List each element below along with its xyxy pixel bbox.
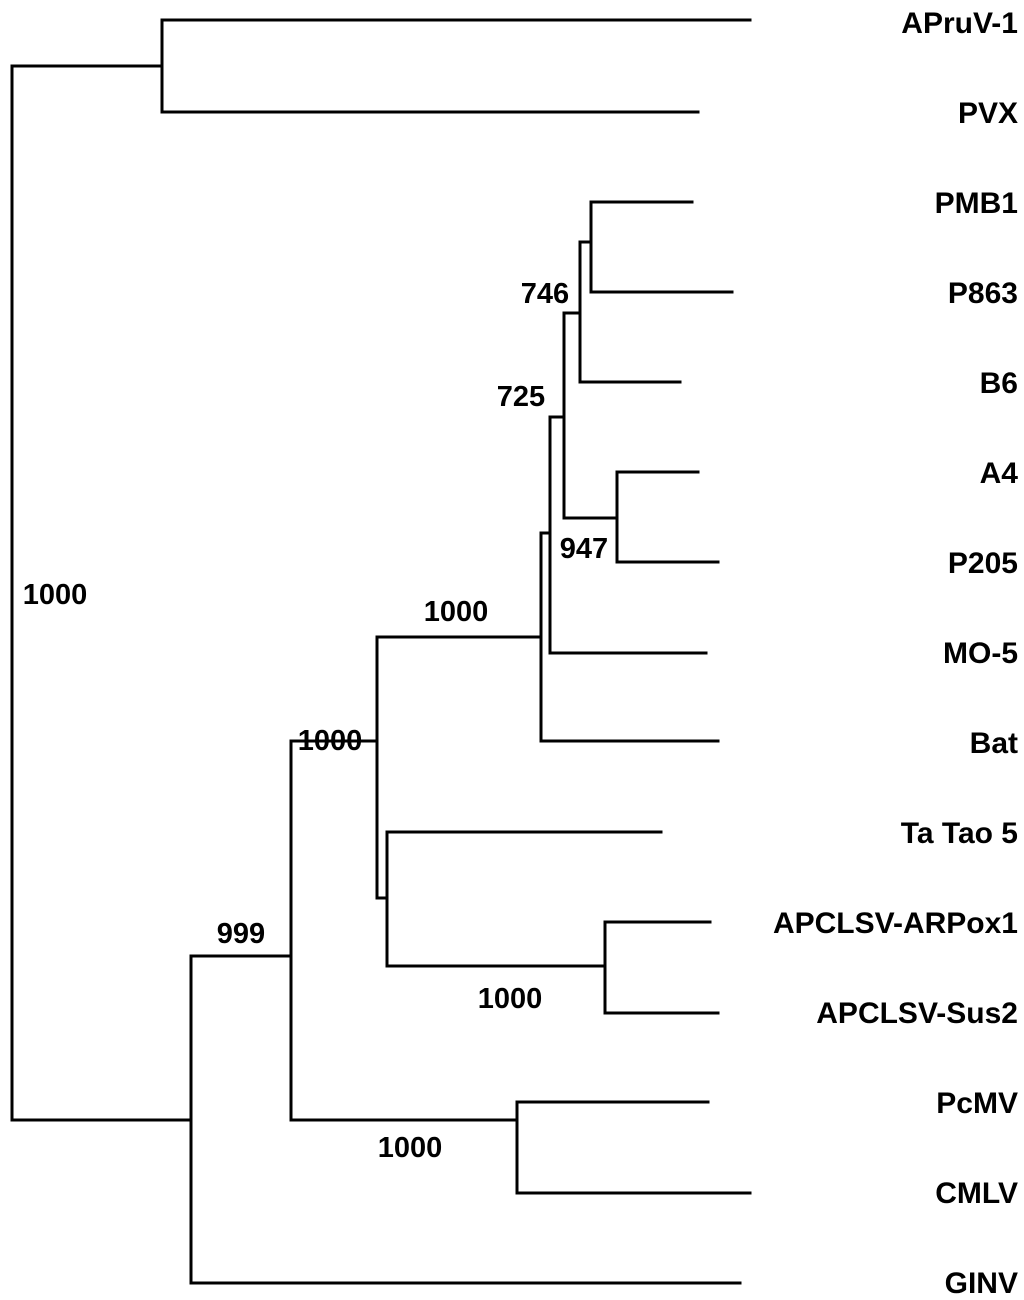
taxon-label-mo-5: MO-5	[943, 637, 1018, 670]
taxon-label-a4: A4	[980, 457, 1019, 490]
tree-branches	[10, 18, 752, 1285]
taxon-label-ta-tao-5: Ta Tao 5	[901, 817, 1018, 850]
taxon-label-ginv: GINV	[945, 1267, 1018, 1300]
taxon-label-bat: Bat	[970, 727, 1018, 760]
bootstrap-label-node-377: 1000	[298, 725, 363, 757]
bootstrap-label-apclsv: 1000	[478, 983, 543, 1015]
taxon-label-apruv-1: APruV-1	[901, 7, 1018, 40]
taxon-label-b6: B6	[980, 367, 1018, 400]
taxon-label-pvx: PVX	[958, 97, 1018, 130]
bootstrap-label-999: 999	[217, 918, 265, 950]
taxon-label-cmlv: CMLV	[935, 1177, 1018, 1210]
taxon-label-p205: P205	[948, 547, 1018, 580]
taxon-label-p863: P863	[948, 277, 1018, 310]
bootstrap-label-pcmv-cmlv: 1000	[378, 1132, 443, 1164]
taxon-labels: APruV-1 PVX PMB1 P863 B6 A4 P205 MO-5 Ba…	[773, 7, 1018, 1300]
bootstrap-label-947: 947	[560, 533, 608, 565]
taxon-label-apclsv-sus2: APCLSV-Sus2	[816, 997, 1018, 1030]
taxon-label-pcmv: PcMV	[936, 1087, 1018, 1120]
bootstrap-label-root: 1000	[23, 579, 88, 611]
bootstrap-label-746: 746	[521, 278, 569, 310]
bootstrap-label-725: 725	[497, 381, 545, 413]
taxon-label-pmb1: PMB1	[935, 187, 1018, 220]
bootstrap-labels: 1000 746 725 947 1000 1000 999 1000 1000	[23, 278, 608, 1164]
taxon-label-apclsv-arpox1: APCLSV-ARPox1	[773, 907, 1018, 940]
bootstrap-label-upper-clade: 1000	[424, 596, 489, 628]
